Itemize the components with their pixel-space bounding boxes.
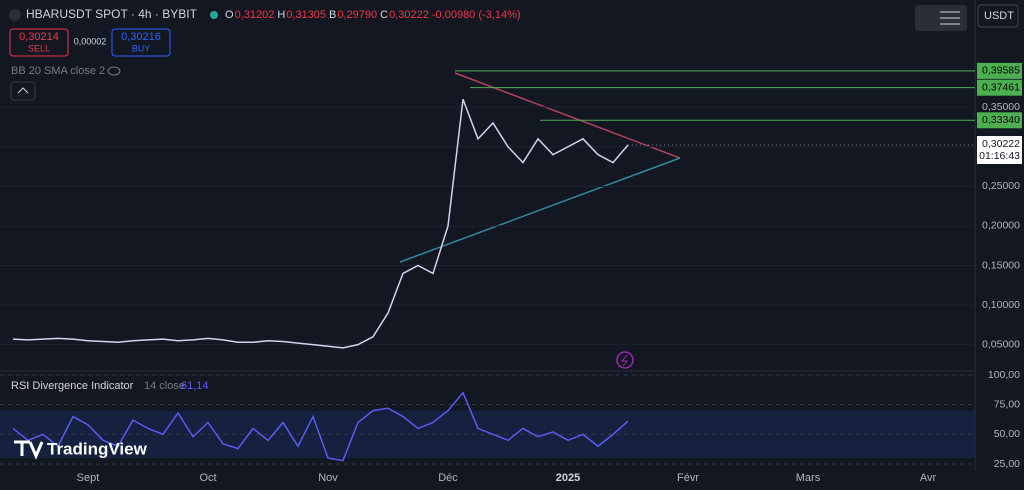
- symbol: HBARUSDT SPOT · 4h · BYBIT: [26, 7, 198, 21]
- x-tick-label: Déc: [438, 472, 458, 484]
- x-tick-label: Avr: [920, 472, 937, 484]
- rsi-line: [12, 391, 629, 462]
- sell-label[interactable]: SELL: [28, 43, 50, 53]
- currency[interactable]: USDT: [984, 10, 1014, 22]
- collapse-icon: [17, 87, 29, 94]
- buy-label[interactable]: BUY: [132, 43, 151, 53]
- logo: TradingView: [47, 439, 148, 458]
- ohlc-key: C: [380, 9, 388, 21]
- ohlc-value: 0,31202: [235, 9, 275, 21]
- last-price-box: [977, 135, 1022, 164]
- currency-box[interactable]: [977, 4, 1019, 28]
- level-label-box: [977, 79, 1022, 96]
- marks: 0,050000,100000,150000,200000,250000,300…: [0, 62, 1022, 484]
- level-label: 0,33340: [982, 114, 1020, 126]
- rsi-subtitle: 14 close: [144, 380, 185, 392]
- buy-button[interactable]: [111, 28, 171, 57]
- ohlc-key: B: [329, 9, 336, 21]
- visibility-icon[interactable]: [107, 66, 121, 76]
- event-icon[interactable]: [616, 351, 634, 369]
- symbol-icon: [9, 9, 21, 21]
- y-tick-label: 0,25000: [982, 180, 1020, 192]
- upper-trendline: [454, 72, 681, 159]
- level-label: 0,39585: [982, 65, 1020, 77]
- y-tick-label: 0,20000: [982, 220, 1020, 232]
- indicator-label: BB 20 SMA close 2: [11, 65, 105, 77]
- rsi-title: RSI Divergence Indicator: [11, 380, 134, 392]
- x-tick-label: Mars: [796, 472, 821, 484]
- spread: 0,00002: [74, 36, 107, 46]
- y-tick-label: 25,00: [994, 458, 1020, 470]
- y-tick-label: 50,00: [994, 428, 1020, 440]
- x-tick-label: Févr: [677, 472, 699, 484]
- y-tick-label: 0,35000: [982, 101, 1020, 113]
- ohlc-value: 0,29790: [337, 9, 377, 21]
- level-label-box: [977, 112, 1022, 129]
- last-price: 0,30222: [982, 138, 1020, 150]
- countdown: 01:16:43: [979, 150, 1020, 162]
- collapse-button[interactable]: [10, 81, 36, 101]
- event-bolt: [620, 354, 629, 367]
- x-tick-label: Oct: [199, 472, 216, 484]
- x-tick-label: Sept: [77, 472, 100, 484]
- rsi-last-value: 61,14: [181, 380, 209, 392]
- ohlc-key: H: [277, 9, 285, 21]
- ohlc-key: O: [225, 9, 234, 21]
- level-label-box: [977, 62, 1022, 79]
- y-tick-label: 75,00: [994, 398, 1020, 410]
- ohlc-value: 0,30222: [389, 9, 429, 21]
- price-line: [12, 98, 629, 349]
- lower-trendline: [399, 157, 681, 263]
- y-tick-label: 0,15000: [982, 259, 1020, 271]
- level-label: 0,37461: [982, 81, 1020, 93]
- y-tick-label: 0,10000: [982, 299, 1020, 311]
- menu-icon: [940, 11, 960, 25]
- logo-icon: [14, 440, 44, 460]
- change: -0,00980 (-3,14%): [432, 9, 521, 21]
- sell-button[interactable]: [9, 28, 69, 57]
- ohlc-value: 0,31305: [286, 9, 326, 21]
- x-tick-label: Nov: [318, 472, 338, 484]
- buy-price[interactable]: 0,30216: [121, 31, 161, 43]
- status-dot: [210, 11, 218, 19]
- x-tick-label: 2025: [556, 472, 580, 484]
- y-tick-label: 0,05000: [982, 338, 1020, 350]
- sell-price[interactable]: 0,30214: [19, 31, 59, 43]
- y-tick-label: 100,00: [988, 369, 1020, 381]
- ohlc: O 0,31202 H 0,31305 B 0,29790 C 0,30222 -0,00980…: [225, 9, 521, 21]
